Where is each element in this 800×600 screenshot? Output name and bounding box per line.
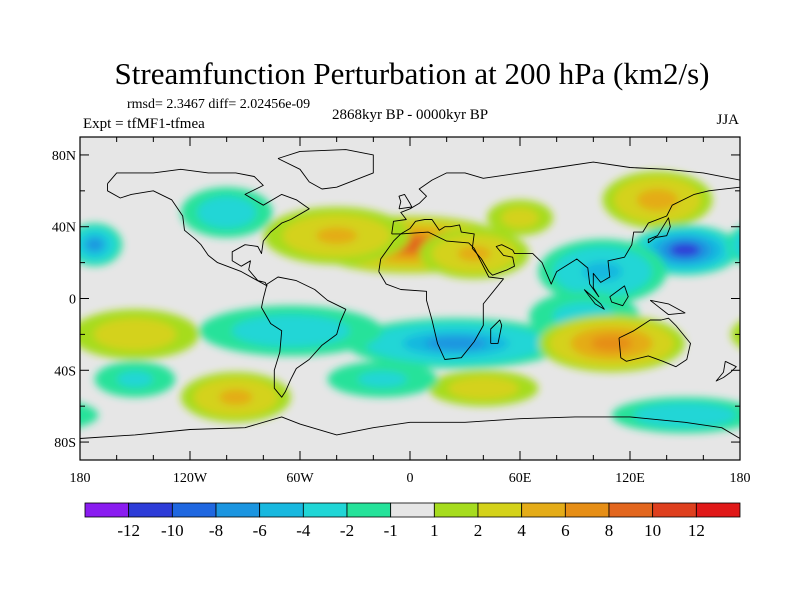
anomaly-contour [86,238,103,251]
coastlines [80,149,740,439]
colorbar-label: -2 [340,521,354,540]
anomaly-contour [80,403,99,428]
x-tick-label: 120W [173,471,208,486]
colorbar-label: 12 [688,521,705,540]
anomaly-contour [501,207,539,228]
colorbar-swatch [128,502,173,518]
anomaly-contour [197,196,257,229]
coastline [261,276,347,398]
anomaly-contour [457,246,491,262]
colorbar-label: 4 [517,521,526,540]
y-tick-label: 80S [54,436,76,451]
colorbar-label: 1 [430,521,439,540]
anomaly-contour [741,234,768,255]
y-tick-label: 40N [52,221,76,236]
colorbar-swatch [564,502,610,518]
anomaly-contour [117,371,153,388]
colorbar-label: -1 [384,521,398,540]
coastline [277,149,374,190]
season-label: JJA [716,112,739,128]
x-tick-label: 60W [286,471,314,486]
colorbar-label: -10 [161,521,184,540]
coastline [715,360,737,382]
colorbar-label: 2 [474,521,483,540]
colorbar-swatch [521,502,566,518]
anomaly-contour [591,335,633,352]
period-label: 2868kyr BP - 0000kyr BP [332,107,488,123]
anomaly-contour [633,402,737,428]
coastline [649,299,686,316]
stats-line: rmsd= 2.3467 diff= 2.02456e-09 [127,97,310,112]
map-area [0,136,800,461]
x-tick-label: 0 [407,471,414,486]
anomaly-contour [93,318,177,351]
colorbar-label: 6 [561,521,570,540]
anomaly-contour [754,318,800,350]
anomaly-contour [730,321,740,348]
anomaly-contour [358,371,407,388]
anomaly-contour [731,231,740,259]
chart-title: Streamfunction Perturbation at 200 hPa (… [115,56,710,91]
colorbar-swatch [346,502,392,518]
x-axis: 180 120W 60W 0 60E 120E 180 [70,137,751,486]
colorbar-label: -6 [253,521,267,540]
x-tick-label: 180 [730,471,751,486]
coastline [609,285,629,307]
coastline [391,161,740,298]
x-tick-label: 180 [70,471,91,486]
colorbar-swatch [215,502,261,518]
anomaly-layer [0,171,800,434]
colorbar-swatch [259,502,304,518]
colorbar-label: 8 [605,521,614,540]
coastline [618,317,691,368]
anomaly-contour [231,314,350,347]
colorbar-swatch [390,502,435,518]
anomaly-contour [747,239,762,251]
colorbar-swatch [477,502,523,518]
colorbar-swatch [84,502,130,518]
y-axis: 80N 40N 0 40S 80S [52,149,740,451]
colorbar-swatch [608,502,654,518]
anomaly-contour [425,336,487,351]
coastline [378,231,504,360]
coastline [398,193,413,210]
y-tick-label: 40S [54,364,76,379]
anomaly-contour [0,403,76,428]
expt-label: Expt = tfMF1-tfmea [83,116,205,132]
coastline [107,168,310,287]
coastline [647,217,671,244]
anomaly-contour [636,189,679,211]
colorbar-label: 10 [644,521,661,540]
colorbar-swatch [652,502,697,518]
y-tick-label: 0 [69,293,76,308]
anomaly-contour [447,376,519,400]
colorbar-label: -4 [296,521,311,540]
colorbar-label: -12 [117,521,140,540]
coastline [583,289,605,310]
colorbar-swatch [302,502,348,518]
colorbar-swatch [171,502,217,518]
x-tick-label: 120E [615,471,645,486]
coastline [490,319,503,344]
colorbar-swatch [433,502,479,518]
colorbar: -12 -10 -8 -6 -4 -2 -1 1 2 4 6 8 10 12 [84,502,741,540]
anomaly-contour [583,261,622,282]
anomaly-contour [219,389,253,405]
anomaly-contour [669,243,701,258]
colorbar-swatch [695,502,741,518]
colorbar-label: -8 [209,521,223,540]
coastline [80,416,740,439]
anomaly-contour [316,227,358,244]
y-tick-label: 80N [52,149,76,164]
x-tick-label: 60E [509,471,532,486]
